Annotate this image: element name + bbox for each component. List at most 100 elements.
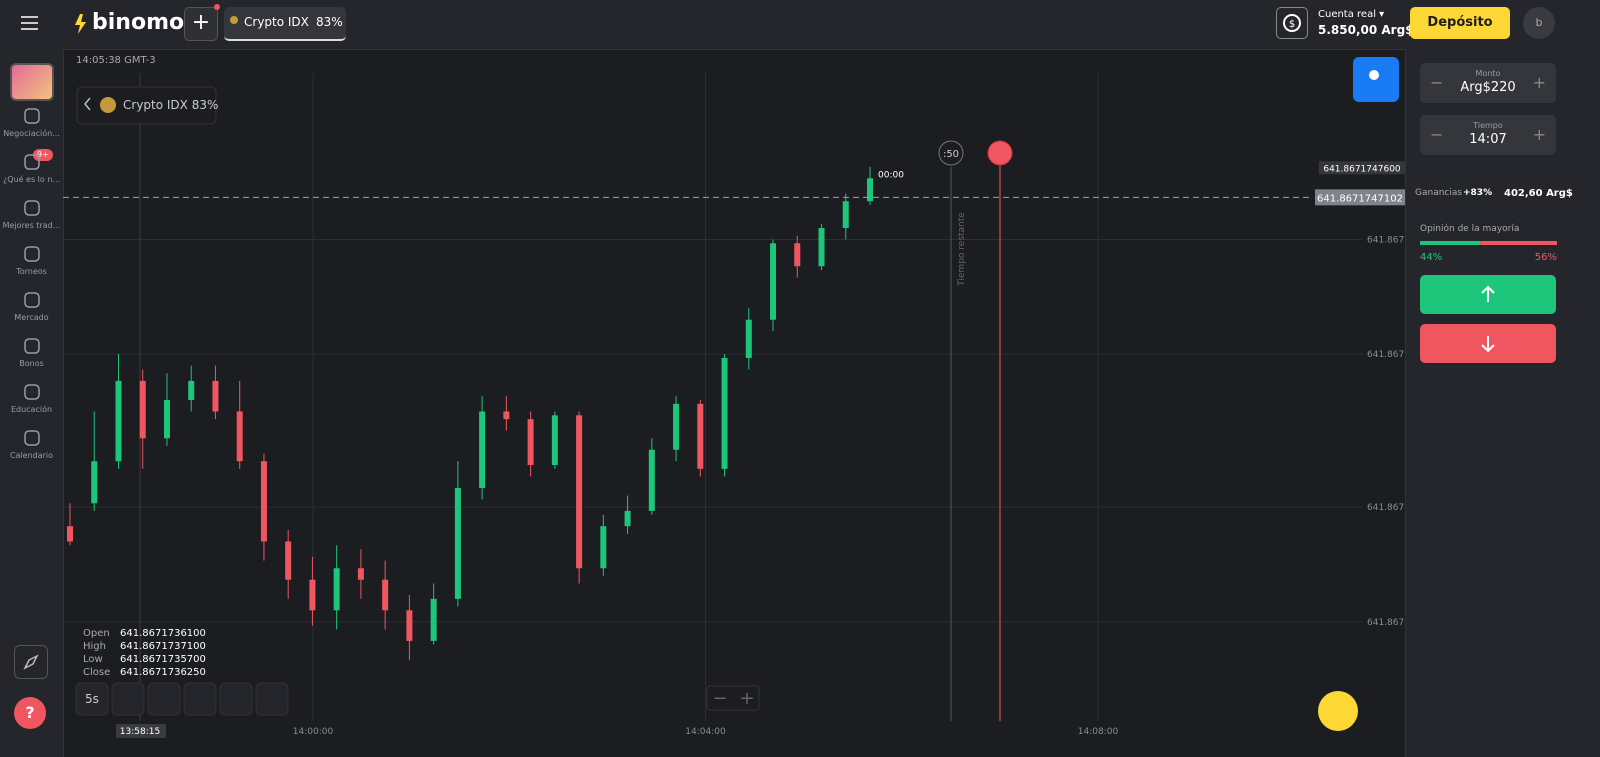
sidebar-label: Educación (10, 405, 53, 414)
candle-body (91, 461, 98, 504)
sidebar-label: Mejores trad... (2, 221, 61, 230)
price-tag-label: 641.8671747102 (1317, 193, 1403, 204)
sidebar-label: Calendario (9, 451, 54, 460)
price-tag (1315, 189, 1405, 206)
candle-body (188, 380, 195, 401)
candle-body (67, 526, 73, 542)
candle-body (867, 178, 873, 202)
account-type-text: Cuenta real (1318, 9, 1376, 20)
candle-body (139, 380, 146, 439)
sidebar-label: Bonos (19, 359, 44, 368)
sidebar-icon (23, 200, 40, 216)
sidebar-item[interactable]: Negociación... (0, 107, 63, 138)
high-tag (1319, 161, 1405, 175)
sidebar-item[interactable]: Torneos (0, 245, 63, 276)
sidebar-icon (23, 384, 40, 400)
ohlc-label: Open (83, 628, 110, 639)
ohlc-label: Low (83, 654, 103, 665)
sidebar: 9+ ? Negociación... ¿Qué es lo n... Mejore… (0, 49, 64, 757)
profit: 402,60 Arg$ (1504, 188, 1573, 199)
y-tick-label: 641.8672 (1367, 235, 1405, 245)
candle-body (794, 243, 801, 267)
chart-type-button[interactable] (111, 682, 145, 716)
up-button[interactable] (1420, 275, 1556, 314)
candle-body (818, 227, 825, 267)
chart: 14:05:38 GMT-3 Crypto IDX 83% 5s − + 641… (63, 55, 1405, 738)
candle-body (673, 403, 680, 450)
candle-body (236, 411, 243, 462)
account-type[interactable]: Cuenta real ▾ (1318, 9, 1385, 20)
notification-dot (214, 4, 220, 10)
ohlc-label: High (83, 641, 106, 652)
help-button[interactable]: ? (14, 697, 46, 729)
time-box[interactable]: − + Tiempo 14:07 (1420, 115, 1556, 155)
candle-body (454, 487, 461, 599)
candle-body (260, 461, 267, 542)
asset-thumbnail[interactable] (10, 63, 54, 101)
svg-text:$: $ (1289, 19, 1295, 30)
sidebar-label: Negociación... (3, 129, 60, 138)
asset-chip-label: Crypto IDX 83% (123, 98, 218, 112)
clock: 14:05:38 GMT-3 (76, 55, 156, 66)
ohlc-value: 641.8671737100 (120, 641, 206, 652)
time: 14:07 (1469, 132, 1507, 147)
candle-body (600, 526, 607, 569)
asset-chip[interactable] (76, 86, 217, 125)
avatar[interactable]: b (1523, 7, 1555, 39)
countdown-circle (938, 140, 964, 166)
candle-body (430, 598, 437, 641)
timeframe-button[interactable] (75, 682, 109, 716)
logo[interactable]: binomo (92, 10, 185, 35)
timeframe: 5s (85, 692, 99, 706)
asset-name: Crypto IDX (244, 15, 309, 29)
sidebar-icon (23, 108, 40, 124)
opinion-segment (1480, 241, 1557, 245)
sidebar-label: ¿Qué es lo n... (2, 175, 61, 184)
deposit-button[interactable]: Depósito (1410, 7, 1510, 39)
sidebar-item[interactable]: Bonos (0, 337, 63, 368)
sidebar-label: Torneos (16, 267, 47, 276)
asset-payout: 83% (316, 15, 343, 29)
rocket-button[interactable] (14, 645, 48, 679)
amount-box[interactable]: − + Monto Arg$220 (1420, 63, 1556, 103)
opinion-title: Opinión de la mayoría (1420, 224, 1520, 234)
zoom-out[interactable]: − (712, 688, 727, 709)
sidebar-icon (23, 430, 40, 446)
candle-body (382, 579, 389, 611)
crosshair-time: 13:58:15 (120, 727, 160, 737)
profit-rate: +83% (1463, 188, 1493, 198)
ohlc-label: Close (83, 667, 110, 678)
profit-label: Ganancias (1415, 188, 1463, 198)
candle-body (357, 568, 364, 580)
menu-icon[interactable] (20, 15, 40, 31)
down-button[interactable] (1420, 324, 1556, 363)
indicators-button[interactable] (147, 682, 181, 716)
sidebar-item[interactable]: ¿Qué es lo n... (0, 153, 63, 184)
draw-button[interactable] (183, 682, 217, 716)
asset-tab[interactable]: Crypto IDX 83% (224, 7, 346, 41)
close-circle (987, 140, 1013, 166)
candle-body (479, 411, 486, 488)
sidebar-item[interactable]: Calendario (0, 429, 63, 460)
zoom-controls[interactable] (706, 685, 760, 711)
back-icon (84, 97, 91, 111)
signals-button[interactable] (219, 682, 253, 716)
candle-body (576, 415, 583, 569)
layout-button[interactable] (255, 682, 289, 716)
y-tick-label: 641.8672 (1367, 618, 1405, 628)
sidebar-item[interactable]: Mejores trad... (0, 199, 63, 230)
x-tick-label: 14:04:00 (685, 727, 726, 737)
calendar-button[interactable] (1318, 691, 1358, 731)
currency-button[interactable]: $ (1276, 7, 1308, 39)
sidebar-item[interactable]: Mercado (0, 291, 63, 322)
amount: Arg$220 (1460, 80, 1516, 95)
candle-body (551, 415, 558, 466)
y-tick-label: 641.8672 (1367, 350, 1405, 360)
candle-body (697, 403, 704, 469)
sidebar-item[interactable]: Educación (0, 383, 63, 414)
zoom-in[interactable]: + (739, 688, 754, 709)
logo-icon (75, 14, 86, 34)
y-tick-label: 641.8677 (1367, 503, 1405, 513)
add-asset[interactable]: + (184, 7, 218, 41)
